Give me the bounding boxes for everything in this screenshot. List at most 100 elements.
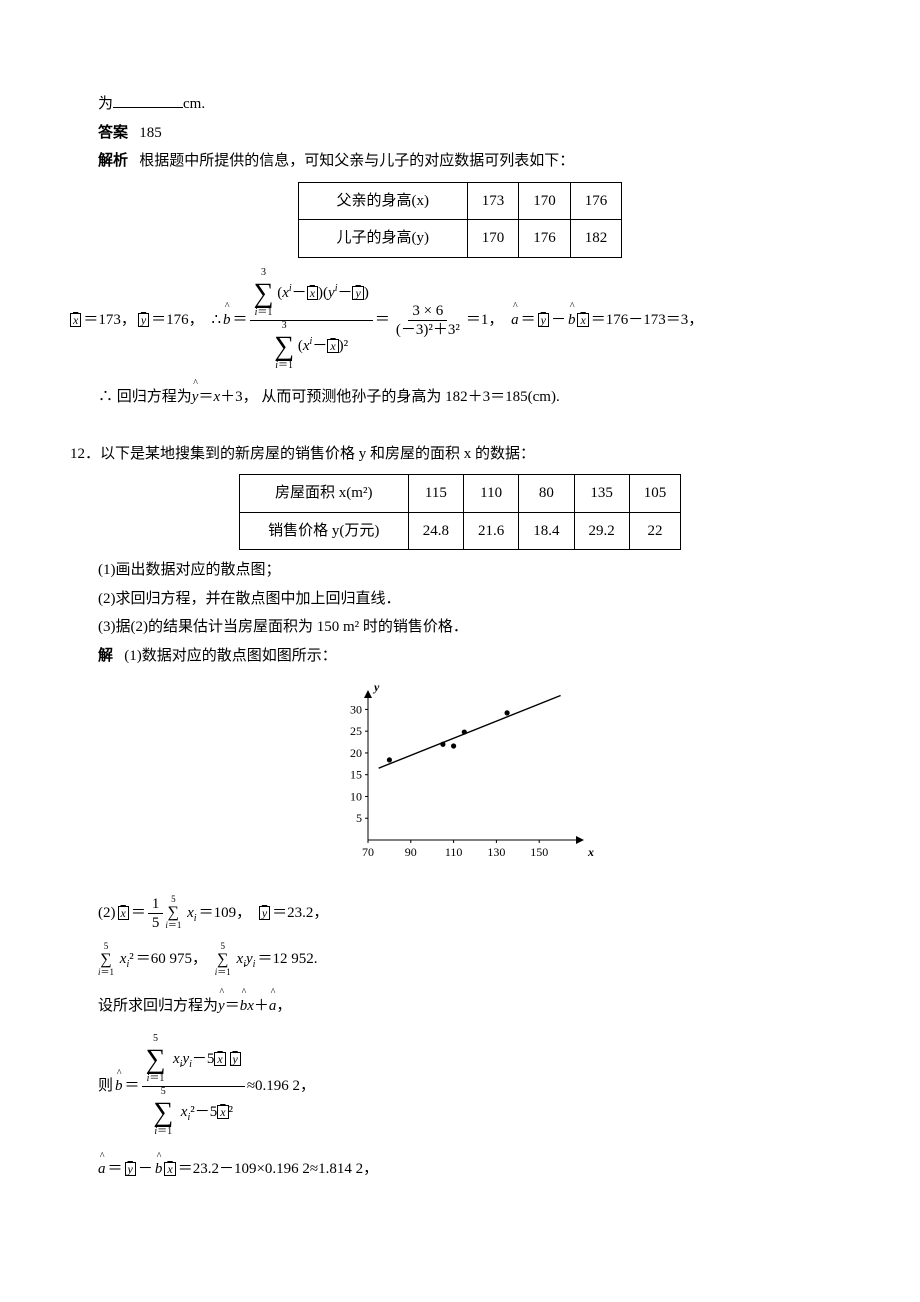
cell: 18.4 (519, 512, 574, 550)
analysis-line: 解析 根据题中所提供的信息，可知父亲与儿子的对应数据可列表如下： (70, 147, 850, 176)
ahat: a (269, 992, 277, 1021)
cell: 儿子的身高(y) (298, 220, 467, 258)
cell: 105 (629, 475, 681, 513)
cell: 135 (574, 475, 629, 513)
cell: 115 (408, 475, 463, 513)
cell: 22 (629, 512, 681, 550)
cell: 80 (519, 475, 574, 513)
body: xi²－5x² (177, 1104, 233, 1120)
res1: ＝1， (466, 306, 504, 335)
sum-icon: 5 ∑ i＝1 (215, 942, 231, 978)
cell: 24.8 (408, 512, 463, 550)
eq: ＝ (232, 306, 247, 335)
ybar: y (259, 906, 270, 920)
cell-text: 儿子的身高(y) (337, 230, 430, 246)
big-fraction: 3 ∑ i＝1 (xi－x)(yi－y) 3 ∑ i＝1 (xi－x)² (250, 268, 373, 373)
eq: ＝ (375, 306, 390, 335)
conclusion-line: ∴ 回归方程为y＝x＋3， 从而可预测他孙子的身高为 182＋3＝185(cm)… (70, 383, 850, 412)
eq: ＝ (225, 998, 240, 1014)
yhat: y (218, 992, 225, 1021)
comma: ， (276, 998, 291, 1014)
svg-text:10: 10 (350, 789, 362, 803)
big-fraction: 5 ∑ i＝1 xiyi－5x y 5 ∑ i＝1 xi²－5x² (142, 1034, 245, 1139)
table-row: 儿子的身高(y) 170 176 182 (298, 220, 622, 258)
cell: 父亲的身高(x) (298, 182, 467, 220)
part2-line2: 5 ∑ i＝1 xi² ＝60 975， 5 ∑ i＝1 xiyi ＝12 95… (70, 942, 850, 978)
sum-icon: 5 ∑ i＝1 (153, 1087, 173, 1139)
v2: ＝12 952. (257, 945, 317, 974)
cell: 170 (467, 220, 519, 258)
denominator: 5 ∑ i＝1 xi²－5x² (149, 1087, 237, 1139)
ahat: a (511, 306, 519, 335)
sub3: (3)据(2)的结果估计当房屋面积为 150 m² 时的销售价格． (70, 613, 850, 642)
cell: 182 (570, 220, 622, 258)
table-row: 房屋面积 x(m²) 115 110 80 135 105 (239, 475, 681, 513)
bhat: b (240, 992, 248, 1021)
sol-p1: (1)数据对应的散点图如图所示： (124, 648, 337, 664)
body: xiyi－5x y (169, 1051, 241, 1067)
question-number: 12． (70, 440, 100, 469)
sigma-glyph: ∑ (254, 280, 274, 308)
txt: 从而可预测他孙子的身高为 182＋3＝185(cm). (261, 389, 559, 405)
sum-icon: 3 ∑ i＝1 (274, 321, 294, 373)
svg-text:130: 130 (487, 845, 505, 859)
frac-1-5: 1 5 (148, 895, 164, 932)
up: 5 (104, 942, 109, 952)
cell-text: 父亲的身高(x) (337, 193, 430, 209)
pre: 设所求回归方程为 (98, 998, 218, 1014)
svg-text:15: 15 (350, 768, 362, 782)
cell: 21.6 (464, 512, 519, 550)
den: 5 (148, 914, 164, 932)
res2: ＝176－173＝3， (591, 306, 704, 335)
text: 为 (98, 96, 113, 112)
eq: ＝ (125, 1072, 140, 1101)
svg-text:70: 70 (362, 845, 374, 859)
svg-text:5: 5 (356, 811, 362, 825)
bhat: b (115, 1072, 123, 1101)
minus: － (138, 1155, 153, 1184)
bhat: b (155, 1155, 163, 1184)
cell: 销售价格 y(万元) (239, 512, 408, 550)
rhs-num: 3 × 6 (408, 302, 447, 321)
sub2: (2)求回归方程，并在散点图中加上回归直线． (70, 585, 850, 614)
svg-text:25: 25 (350, 724, 362, 738)
sol-label: 解 (98, 648, 113, 664)
svg-text:90: 90 (405, 845, 417, 859)
analysis-label: 解析 (98, 153, 128, 169)
analysis-text: 根据题中所提供的信息，可知父亲与儿子的对应数据可列表如下： (139, 153, 574, 169)
pre: 则 (98, 1072, 113, 1101)
answer-value: 185 (139, 125, 162, 141)
rhs-den: (－3)²＋3² (392, 321, 464, 339)
sub1: (1)画出数据对应的散点图； (70, 556, 850, 585)
xbar: x (164, 1162, 175, 1176)
cell: 房屋面积 x(m²) (239, 475, 408, 513)
low: i＝1 (98, 968, 114, 978)
solution-line: 解 (1)数据对应的散点图如图所示： (70, 642, 850, 671)
scatter-svg: 510152025307090110130150yx (320, 678, 600, 868)
xbar: x (118, 906, 129, 920)
v1: ＝109， (199, 899, 252, 928)
den-body: (xi－x)² (298, 338, 348, 354)
part2-line4: 则 b ＝ 5 ∑ i＝1 xiyi－5x y 5 ∑ i＝1 xi²－5x² … (70, 1034, 850, 1139)
part2-line5: a ＝ y － b x ＝23.2－109×0.196 2≈1.814 2， (70, 1155, 850, 1184)
up: 5 (221, 942, 226, 952)
scatter-plot: 510152025307090110130150yx (70, 678, 850, 879)
therefore: ∴ (98, 389, 113, 405)
part2-line3: 设所求回归方程为y＝bx＋a， (70, 992, 850, 1021)
bhat: b (223, 306, 231, 335)
cell: 170 (519, 182, 571, 220)
svg-text:110: 110 (445, 845, 463, 859)
body: xi² (116, 945, 134, 974)
sigma-glyph: ∑ (146, 1046, 166, 1074)
low: i＝1 (215, 968, 231, 978)
cell: 176 (519, 220, 571, 258)
sum-icon: 3 ∑ i＝1 (254, 268, 274, 320)
body: xiyi (233, 945, 256, 974)
xbar: x (577, 313, 588, 327)
body: xi (183, 899, 196, 928)
sigma-glyph: ∑ (100, 952, 111, 968)
sigma-glyph: ∑ (153, 1099, 173, 1127)
numerator: 3 ∑ i＝1 (xi－x)(yi－y) (250, 268, 373, 321)
low: i＝1 (165, 921, 181, 931)
part2-line1: (2) x ＝ 1 5 5 ∑ i＝1 xi ＝109， y ＝23.2， (70, 895, 850, 932)
